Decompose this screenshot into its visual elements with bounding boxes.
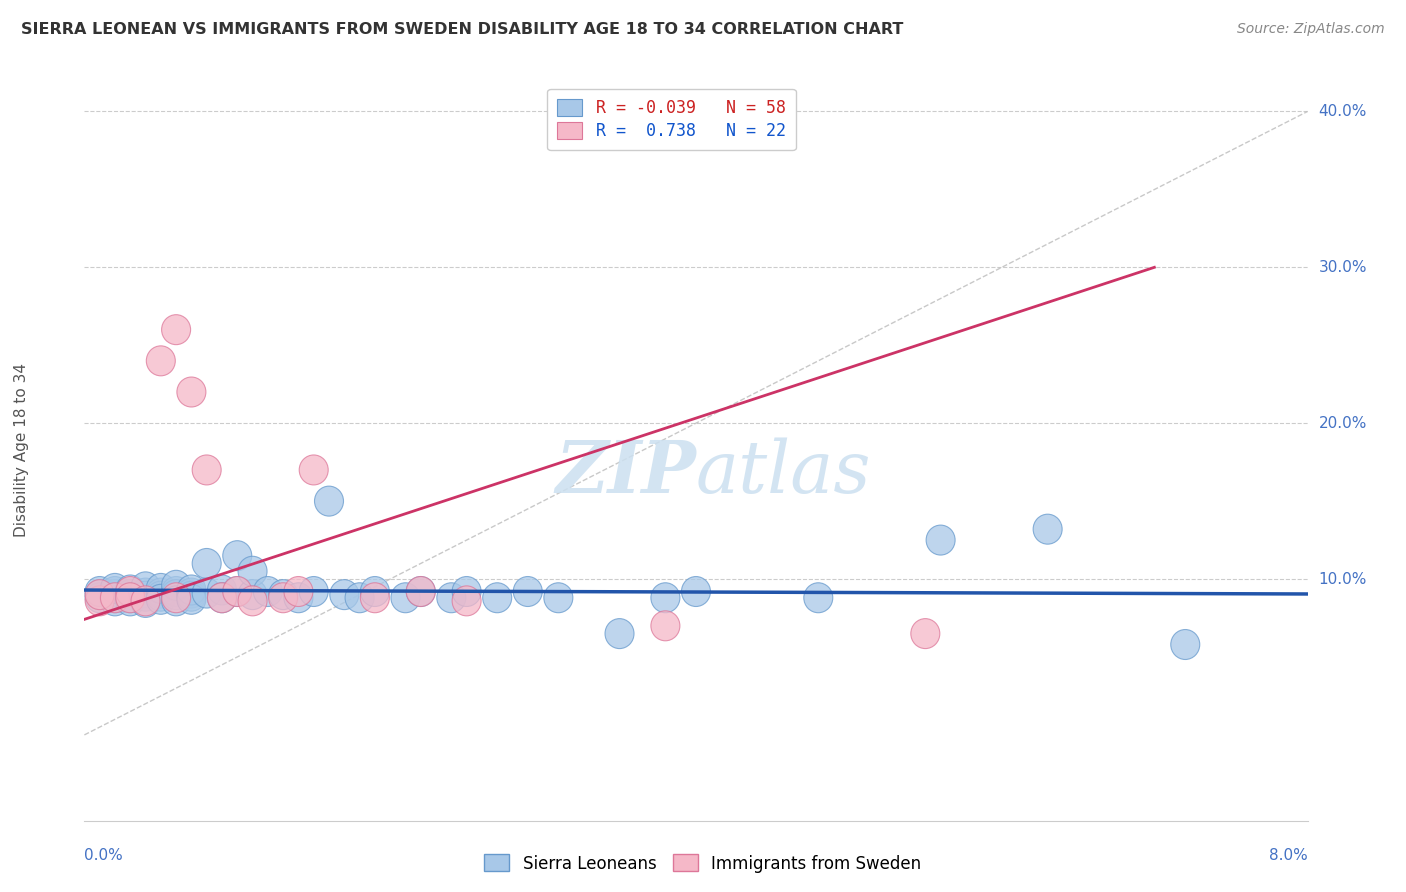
Ellipse shape [651, 611, 681, 640]
Ellipse shape [131, 572, 160, 602]
Text: atlas: atlas [696, 437, 872, 508]
Ellipse shape [269, 582, 298, 613]
Text: 30.0%: 30.0% [1319, 260, 1367, 275]
Ellipse shape [315, 486, 343, 516]
Ellipse shape [115, 575, 145, 605]
Ellipse shape [193, 549, 221, 578]
Ellipse shape [208, 582, 236, 613]
Ellipse shape [299, 576, 328, 607]
Ellipse shape [222, 576, 252, 607]
Ellipse shape [177, 582, 205, 611]
Ellipse shape [86, 586, 114, 615]
Ellipse shape [86, 580, 114, 609]
Ellipse shape [651, 582, 681, 613]
Ellipse shape [804, 582, 832, 613]
Ellipse shape [360, 582, 389, 613]
Ellipse shape [406, 576, 436, 607]
Ellipse shape [911, 619, 939, 648]
Ellipse shape [115, 586, 145, 615]
Ellipse shape [162, 570, 191, 600]
Ellipse shape [131, 586, 160, 615]
Ellipse shape [360, 576, 389, 607]
Text: 0.0%: 0.0% [84, 848, 124, 863]
Ellipse shape [177, 575, 205, 605]
Ellipse shape [100, 586, 129, 615]
Ellipse shape [269, 580, 298, 609]
Ellipse shape [100, 582, 129, 613]
Legend: Sierra Leoneans, Immigrants from Sweden: Sierra Leoneans, Immigrants from Sweden [478, 847, 928, 880]
Ellipse shape [682, 576, 710, 607]
Ellipse shape [1171, 630, 1199, 659]
Ellipse shape [162, 580, 191, 609]
Ellipse shape [927, 525, 955, 555]
Ellipse shape [146, 578, 176, 608]
Text: 8.0%: 8.0% [1268, 848, 1308, 863]
Text: 10.0%: 10.0% [1319, 572, 1367, 587]
Ellipse shape [222, 576, 252, 607]
Ellipse shape [115, 582, 145, 613]
Ellipse shape [177, 584, 205, 615]
Ellipse shape [238, 557, 267, 586]
Ellipse shape [253, 576, 283, 607]
Ellipse shape [1033, 514, 1062, 544]
Ellipse shape [100, 580, 129, 609]
Ellipse shape [162, 582, 191, 613]
Ellipse shape [208, 575, 236, 605]
Ellipse shape [437, 582, 465, 613]
Ellipse shape [100, 582, 129, 613]
Ellipse shape [100, 576, 129, 607]
Ellipse shape [146, 346, 176, 376]
Ellipse shape [100, 574, 129, 603]
Text: ZIP: ZIP [555, 437, 696, 508]
Ellipse shape [86, 576, 114, 607]
Ellipse shape [115, 576, 145, 607]
Ellipse shape [115, 580, 145, 609]
Ellipse shape [605, 619, 634, 648]
Ellipse shape [406, 576, 436, 607]
Ellipse shape [284, 576, 314, 607]
Ellipse shape [131, 578, 160, 608]
Ellipse shape [284, 582, 314, 613]
Text: 40.0%: 40.0% [1319, 104, 1367, 119]
Ellipse shape [299, 455, 328, 485]
Legend: R = -0.039   N = 58, R =  0.738   N = 22: R = -0.039 N = 58, R = 0.738 N = 22 [547, 88, 796, 150]
Ellipse shape [208, 582, 236, 613]
Ellipse shape [162, 586, 191, 615]
Ellipse shape [86, 582, 114, 613]
Ellipse shape [482, 582, 512, 613]
Ellipse shape [453, 586, 481, 615]
Text: 20.0%: 20.0% [1319, 416, 1367, 431]
Ellipse shape [146, 574, 176, 603]
Ellipse shape [453, 576, 481, 607]
Text: Source: ZipAtlas.com: Source: ZipAtlas.com [1237, 22, 1385, 37]
Ellipse shape [146, 584, 176, 615]
Ellipse shape [177, 578, 205, 608]
Ellipse shape [131, 582, 160, 611]
Ellipse shape [391, 582, 420, 613]
Ellipse shape [513, 576, 543, 607]
Ellipse shape [146, 582, 176, 611]
Ellipse shape [162, 576, 191, 607]
Ellipse shape [344, 582, 374, 613]
Ellipse shape [115, 582, 145, 613]
Ellipse shape [193, 578, 221, 608]
Ellipse shape [544, 582, 572, 613]
Ellipse shape [162, 315, 191, 344]
Ellipse shape [131, 588, 160, 617]
Ellipse shape [177, 377, 205, 407]
Ellipse shape [86, 580, 114, 609]
Ellipse shape [330, 580, 359, 609]
Ellipse shape [238, 586, 267, 615]
Text: SIERRA LEONEAN VS IMMIGRANTS FROM SWEDEN DISABILITY AGE 18 TO 34 CORRELATION CHA: SIERRA LEONEAN VS IMMIGRANTS FROM SWEDEN… [21, 22, 904, 37]
Ellipse shape [222, 541, 252, 571]
Ellipse shape [238, 580, 267, 609]
Text: Disability Age 18 to 34: Disability Age 18 to 34 [14, 363, 30, 538]
Ellipse shape [193, 455, 221, 485]
